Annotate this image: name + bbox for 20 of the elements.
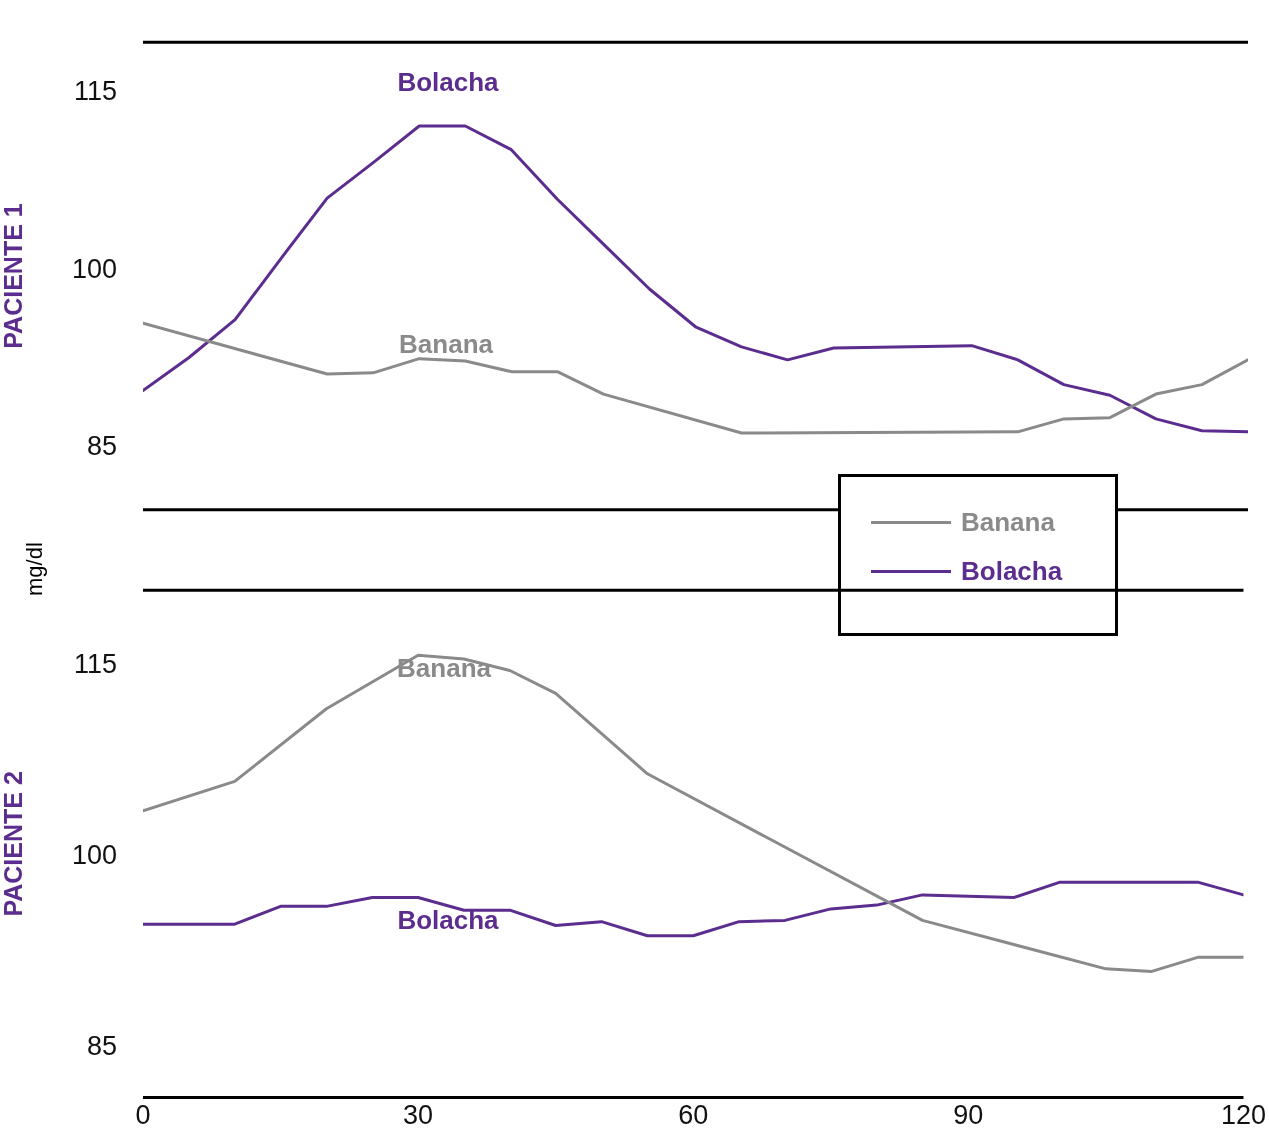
annotation: Banana [397,653,492,684]
y-axis-title: PACIENTE 2 [0,771,27,917]
y-tick-label: 85 [86,1031,117,1062]
x-tick-label: 60 [678,1100,709,1131]
x-tick-label: 120 [1220,1100,1267,1131]
text: mg/dl [22,542,48,596]
x-tick-label: 0 [135,1100,151,1131]
x-tick-label: 30 [403,1100,434,1131]
x-tick-label: 90 [953,1100,984,1131]
y-tick-label: 100 [71,840,117,871]
y-tick-label: 85 [86,430,117,461]
y-axis-title: PACIENTE 1 [0,203,27,349]
annotation: Bolacha [397,67,500,98]
y-tick-label: 115 [73,76,117,107]
y-tick-label: 115 [73,648,117,679]
legend-label: Bolacha [961,556,1063,587]
annotation: Bolacha [397,905,500,936]
annotation: Banana [399,329,494,360]
legend-label: Banana [961,507,1055,538]
y-tick-label: 100 [71,253,117,284]
